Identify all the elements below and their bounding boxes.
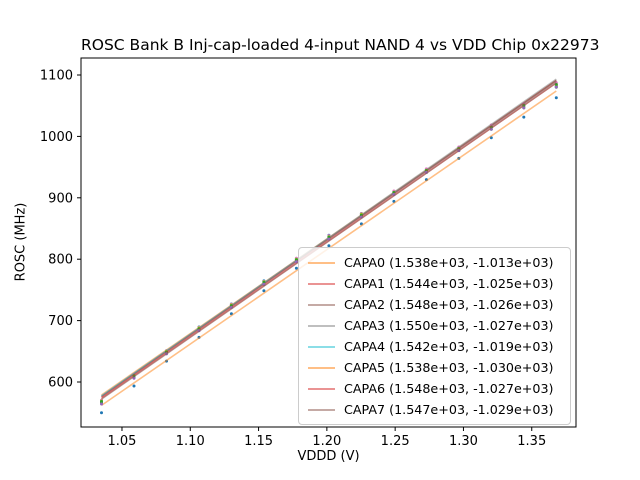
x-tick-label: 1.25 [381, 434, 410, 449]
x-tick-label: 1.10 [176, 434, 205, 449]
scatter-capa5 [262, 289, 266, 293]
legend-line-swatch [308, 345, 335, 348]
legend-item: CAPA5 (1.538e+03, -1.030e+03) [308, 357, 561, 378]
x-tick-label: 1.20 [312, 434, 341, 449]
legend-line-swatch [308, 408, 335, 411]
chart-title: ROSC Bank B Inj-cap-loaded 4-input NAND … [81, 36, 600, 54]
scatter-capa5 [100, 411, 103, 415]
legend-line-swatch [308, 324, 335, 327]
x-tick-label: 1.35 [517, 434, 546, 449]
scatter-capa7 [522, 106, 526, 110]
y-tick-label: 800 [48, 253, 73, 268]
x-tick-label: 1.15 [244, 434, 273, 449]
legend-item: CAPA1 (1.544e+03, -1.025e+03) [308, 273, 561, 294]
legend-label: CAPA4 (1.542e+03, -1.019e+03) [344, 339, 554, 354]
legend-label: CAPA5 (1.538e+03, -1.030e+03) [344, 360, 554, 375]
legend-item: CAPA0 (1.538e+03, -1.013e+03) [308, 252, 561, 273]
legend-label: CAPA6 (1.548e+03, -1.027e+03) [344, 381, 554, 396]
legend-line-swatch [308, 282, 335, 285]
x-tick-label: 1.30 [449, 434, 478, 449]
y-tick-label: 700 [48, 314, 73, 329]
scatter-capa5 [327, 244, 331, 248]
y-tick-label: 600 [48, 375, 73, 390]
legend-label: CAPA1 (1.544e+03, -1.025e+03) [344, 276, 554, 291]
legend-item: CAPA4 (1.542e+03, -1.019e+03) [308, 336, 561, 357]
legend-item: CAPA7 (1.547e+03, -1.029e+03) [308, 399, 561, 420]
axes-spines [80, 57, 577, 428]
legend-label: CAPA7 (1.547e+03, -1.029e+03) [344, 402, 554, 417]
legend-label: CAPA0 (1.538e+03, -1.013e+03) [344, 255, 554, 270]
scatter-capa5 [554, 96, 558, 100]
legend-line-swatch [308, 366, 335, 369]
legend-item: CAPA6 (1.548e+03, -1.027e+03) [308, 378, 561, 399]
scatter-capa6 [100, 400, 103, 403]
y-tick-label: 1100 [40, 69, 73, 84]
scatter-capa5 [294, 266, 298, 270]
y-tick-label: 1000 [40, 130, 73, 145]
legend-label: CAPA3 (1.550e+03, -1.027e+03) [344, 318, 554, 333]
x-tick-label: 1.05 [108, 434, 137, 449]
legend-line-swatch [308, 387, 335, 390]
legend-line-swatch [308, 261, 335, 264]
legend-item: CAPA2 (1.548e+03, -1.026e+03) [308, 294, 561, 315]
legend-box: CAPA0 (1.538e+03, -1.013e+03) CAPA1 (1.54… [298, 247, 571, 425]
legend-line-swatch [308, 303, 335, 306]
x-axis-label: VDDD (V) [297, 449, 360, 464]
scatter-capa5 [522, 115, 526, 119]
scatter-capa7 [554, 85, 558, 89]
legend-item: CAPA3 (1.550e+03, -1.027e+03) [308, 315, 561, 336]
scatter-capa7 [100, 402, 103, 406]
scatter-capa5 [132, 384, 136, 388]
legend-label: CAPA2 (1.548e+03, -1.026e+03) [344, 297, 554, 312]
y-tick-label: 900 [48, 191, 73, 206]
fit-line-capa7 [101, 82, 557, 400]
